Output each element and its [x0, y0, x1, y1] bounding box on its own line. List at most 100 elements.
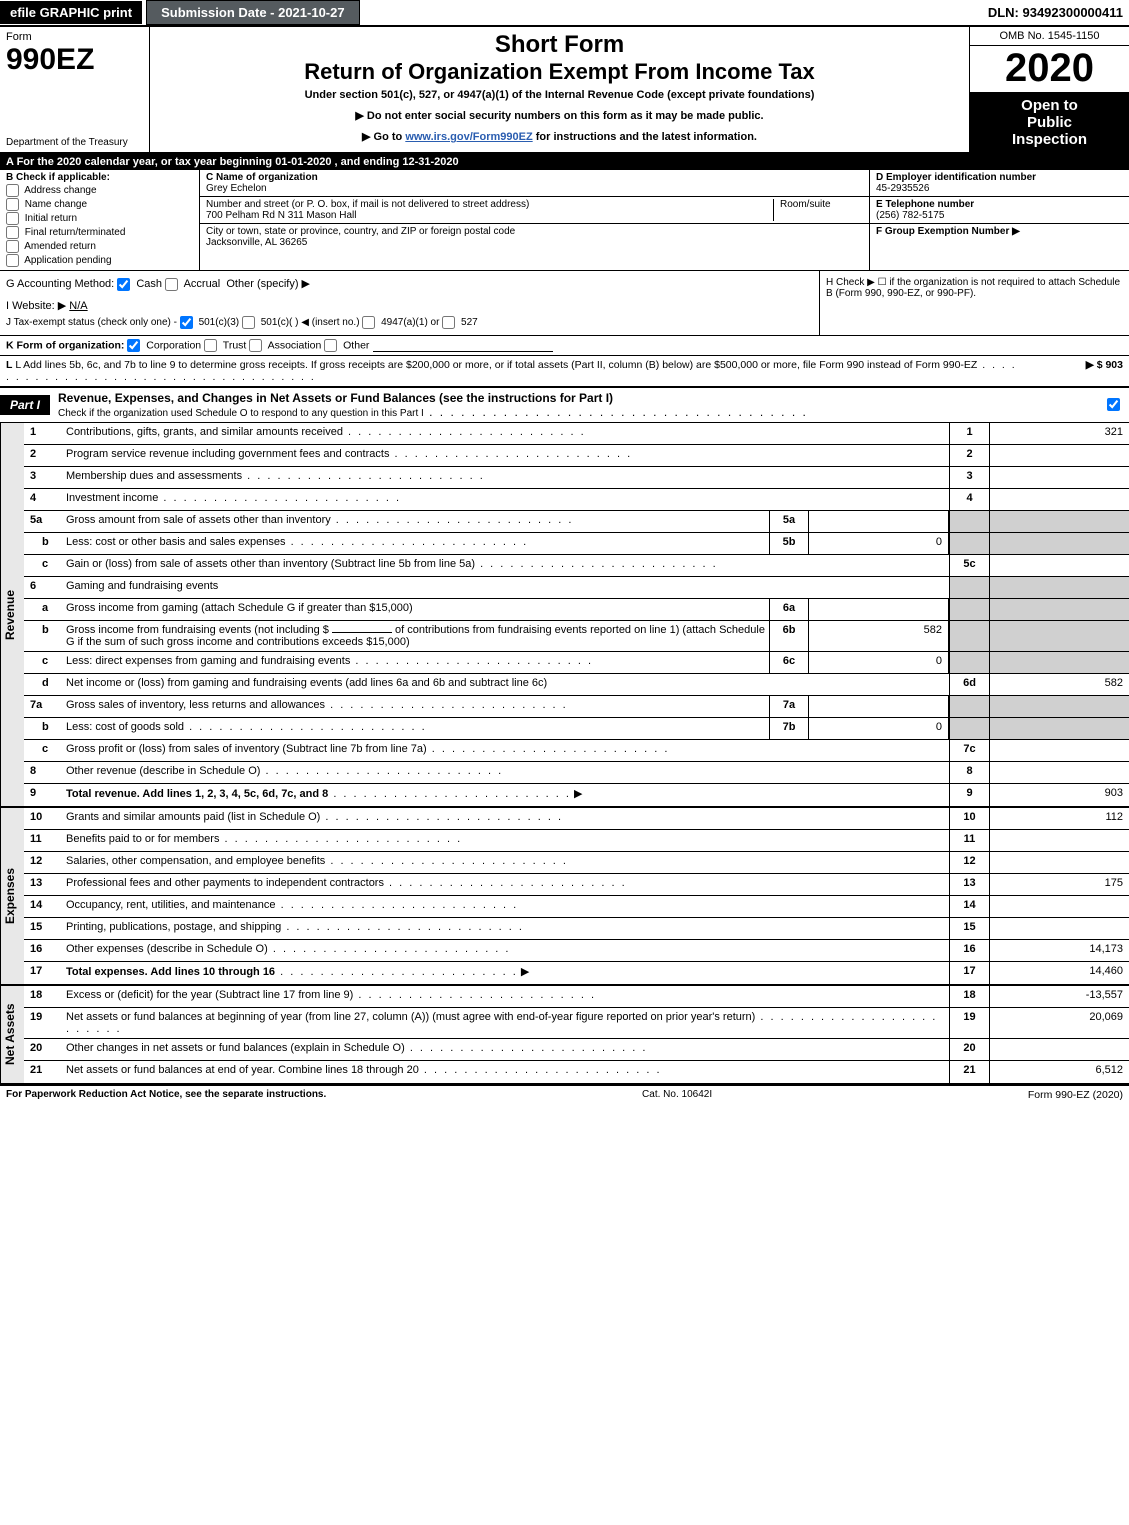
open-to-public: Open to Public Inspection	[970, 93, 1129, 152]
tax-year-bar: A For the 2020 calendar year, or tax yea…	[0, 154, 1129, 170]
j-label: J Tax-exempt status (check only one) -	[6, 317, 177, 328]
form-id-block: Form 990EZ Department of the Treasury	[0, 27, 150, 152]
city-label: City or town, state or province, country…	[206, 226, 515, 237]
cb-501c[interactable]	[242, 316, 255, 329]
cb-address-change[interactable]: Address change	[6, 184, 193, 197]
page-footer: For Paperwork Reduction Act Notice, see …	[0, 1085, 1129, 1104]
efile-print-button[interactable]: efile GRAPHIC print	[0, 1, 142, 24]
row-desc: Net assets or fund balances at beginning…	[66, 1011, 755, 1023]
row-num: 18	[24, 986, 62, 1007]
row-rnum: 19	[949, 1008, 989, 1038]
row-num: 6	[24, 577, 62, 598]
cb-trust[interactable]	[204, 339, 217, 352]
cb-application-pending[interactable]: Application pending	[6, 254, 193, 267]
row-iv: 0	[809, 652, 949, 673]
row-desc: Occupancy, rent, utilities, and maintena…	[66, 899, 276, 911]
d-label: D Employer identification number	[876, 172, 1036, 183]
cb-final-return[interactable]: Final return/terminated	[6, 226, 193, 239]
row-num: 21	[24, 1061, 62, 1083]
footer-form: Form 990-EZ (2020)	[1028, 1089, 1123, 1101]
row-rval: 14,173	[989, 940, 1129, 961]
row-20: 20 Other changes in net assets or fund b…	[24, 1039, 1129, 1061]
part1-check[interactable]	[1107, 398, 1129, 411]
arrow-icon: ▶	[574, 788, 582, 800]
row-desc: Less: cost of goods sold	[66, 721, 184, 733]
revenue-strip: Revenue	[0, 423, 24, 806]
row-6b: b Gross income from fundraising events (…	[24, 621, 1129, 652]
row-4: 4 Investment income 4	[24, 489, 1129, 511]
cb-corporation[interactable]	[127, 339, 140, 352]
k-row: K Form of organization: Corporation Trus…	[0, 336, 1129, 356]
row-13: 13 Professional fees and other payments …	[24, 874, 1129, 896]
row-rnum: 14	[949, 896, 989, 917]
row-num: 1	[24, 423, 62, 444]
row-rval	[989, 467, 1129, 488]
row-1: 1 Contributions, gifts, grants, and simi…	[24, 423, 1129, 445]
cb-initial-return[interactable]: Initial return	[6, 212, 193, 225]
form-label: Form	[6, 31, 143, 43]
open-line3: Inspection	[974, 131, 1125, 148]
row-ib: 6b	[769, 621, 809, 651]
row-rnum: 3	[949, 467, 989, 488]
cash-label: Cash	[136, 278, 162, 290]
cb-name-change-label: Name change	[25, 199, 87, 210]
row-rval	[989, 918, 1129, 939]
row-num: 19	[24, 1008, 62, 1038]
cb-name-change[interactable]: Name change	[6, 198, 193, 211]
row-rnum: 6d	[949, 674, 989, 695]
org-name-row: C Name of organization Grey Echelon	[200, 170, 869, 197]
cb-amended-return[interactable]: Amended return	[6, 240, 193, 253]
cb-501c3[interactable]	[180, 316, 193, 329]
dln: DLN: 93492300000411	[988, 5, 1129, 20]
i-label: I Website: ▶	[6, 300, 66, 312]
row-num: a	[24, 599, 62, 620]
room-suite-label: Room/suite	[773, 199, 863, 221]
k-corp: Corporation	[146, 339, 201, 351]
row-num: b	[24, 621, 62, 651]
row-rnum: 2	[949, 445, 989, 466]
row-rnum: 17	[949, 962, 989, 984]
phone: (256) 782-5175	[876, 210, 944, 221]
row-iv	[809, 511, 949, 532]
revenue-section: Revenue 1 Contributions, gifts, grants, …	[0, 423, 1129, 808]
row-rnum: 13	[949, 874, 989, 895]
cb-4947[interactable]	[362, 316, 375, 329]
row-num: 7a	[24, 696, 62, 717]
row-5a: 5a Gross amount from sale of assets othe…	[24, 511, 1129, 533]
cb-527[interactable]	[442, 316, 455, 329]
net-assets-section: Net Assets 18 Excess or (deficit) for th…	[0, 986, 1129, 1085]
row-rval: 112	[989, 808, 1129, 829]
row-rval: -13,557	[989, 986, 1129, 1007]
row-6: 6 Gaming and fundraising events	[24, 577, 1129, 599]
e-label: E Telephone number	[876, 199, 974, 210]
row-rval: 6,512	[989, 1061, 1129, 1083]
cb-association[interactable]	[249, 339, 262, 352]
row-num: 20	[24, 1039, 62, 1060]
irs-link[interactable]: www.irs.gov/Form990EZ	[405, 131, 532, 143]
cb-initial-return-label: Initial return	[25, 213, 77, 224]
cb-cash[interactable]	[117, 278, 130, 291]
row-rnum-shade	[949, 696, 989, 717]
row-rnum: 18	[949, 986, 989, 1007]
row-desc: Salaries, other compensation, and employ…	[66, 855, 325, 867]
row-iv	[809, 696, 949, 717]
row-iv	[809, 599, 949, 620]
row-7a: 7a Gross sales of inventory, less return…	[24, 696, 1129, 718]
f-label: F Group Exemption Number ▶	[876, 226, 1020, 237]
row-desc: Gaming and fundraising events	[66, 580, 218, 592]
cb-other-org[interactable]	[324, 339, 337, 352]
row-7b: b Less: cost of goods sold 7b 0	[24, 718, 1129, 740]
addr-label: Number and street (or P. O. box, if mail…	[206, 199, 529, 210]
row-rnum-shade	[949, 652, 989, 673]
cb-accrual[interactable]	[165, 278, 178, 291]
row-num: 12	[24, 852, 62, 873]
row-desc: Other revenue (describe in Schedule O)	[66, 765, 260, 777]
row-num: 13	[24, 874, 62, 895]
row-num: d	[24, 674, 62, 695]
row-rnum: 15	[949, 918, 989, 939]
row-rval	[989, 852, 1129, 873]
row-rnum: 7c	[949, 740, 989, 761]
row-11: 11 Benefits paid to or for members 11	[24, 830, 1129, 852]
expenses-section: Expenses 10 Grants and similar amounts p…	[0, 808, 1129, 986]
row-num: c	[24, 740, 62, 761]
